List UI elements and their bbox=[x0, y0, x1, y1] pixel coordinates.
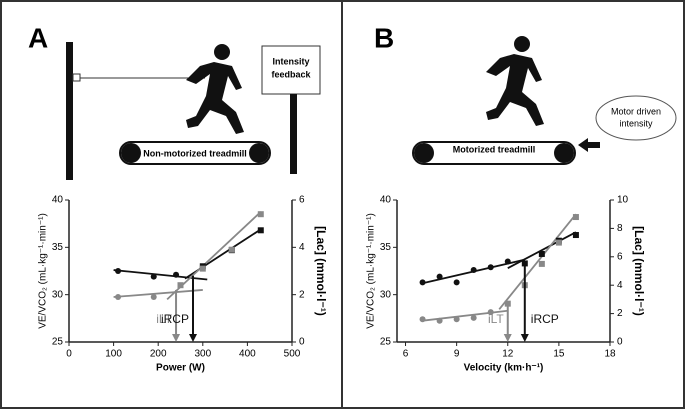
treadmill-label: Non-motorized treadmill bbox=[143, 148, 247, 158]
point bbox=[257, 211, 264, 218]
point bbox=[257, 227, 264, 234]
x-tick-label: 500 bbox=[284, 349, 301, 360]
x-tick-label: 6 bbox=[403, 349, 409, 360]
y2-tick-label: 10 bbox=[617, 195, 629, 206]
threshold-label: iRCP bbox=[531, 312, 559, 326]
threshold-label: iRCP bbox=[161, 312, 189, 326]
motor-text: intensity bbox=[619, 118, 653, 128]
point bbox=[555, 239, 562, 246]
y-tick-label: 30 bbox=[380, 289, 392, 300]
x-tick-label: 400 bbox=[239, 349, 256, 360]
arrow bbox=[578, 138, 600, 152]
point bbox=[504, 258, 511, 265]
x-tick-label: 100 bbox=[105, 349, 122, 360]
stand bbox=[290, 94, 297, 174]
y-axis-label: VE/VCO₂ (mL·kg⁻¹·min⁻¹) bbox=[38, 213, 49, 329]
runner bbox=[186, 44, 244, 134]
point bbox=[150, 294, 157, 301]
point bbox=[538, 260, 545, 267]
treadmill bbox=[412, 141, 576, 165]
x-tick-label: 200 bbox=[150, 349, 167, 360]
y-axis-label: VE/VCO₂ (mL·kg⁻¹·min⁻¹) bbox=[366, 213, 377, 329]
motor-bubble bbox=[595, 95, 677, 141]
y-tick-label: 35 bbox=[52, 242, 64, 253]
y2-tick-label: 6 bbox=[299, 195, 305, 206]
point bbox=[173, 271, 180, 278]
x-axis-label: Power (W) bbox=[156, 363, 205, 374]
point bbox=[177, 282, 184, 289]
panel-label: B bbox=[374, 22, 394, 53]
point bbox=[487, 264, 494, 271]
point bbox=[470, 267, 477, 274]
arrow-head bbox=[172, 334, 181, 342]
trend-line bbox=[498, 213, 577, 310]
point bbox=[538, 250, 545, 257]
feedback-text: feedback bbox=[271, 69, 311, 79]
point bbox=[436, 317, 443, 324]
x-axis-label: Velocity (km·h⁻¹) bbox=[464, 363, 544, 374]
roller bbox=[554, 143, 574, 163]
y2-axis-label: [Lac] (mmol·l⁻¹) bbox=[632, 226, 646, 316]
y2-tick-label: 4 bbox=[617, 280, 623, 291]
point bbox=[419, 316, 426, 323]
panel-label: A bbox=[28, 22, 48, 53]
treadmill bbox=[119, 141, 271, 165]
y2-tick-label: 4 bbox=[299, 242, 305, 253]
roller bbox=[121, 143, 141, 163]
feedback-box bbox=[261, 45, 321, 95]
threshold-label: iLT bbox=[156, 312, 172, 326]
roller bbox=[414, 143, 434, 163]
point bbox=[504, 300, 511, 307]
point bbox=[199, 265, 206, 272]
y2-tick-label: 6 bbox=[617, 251, 623, 262]
point bbox=[228, 246, 235, 253]
wall bbox=[66, 42, 73, 180]
x-tick-label: 12 bbox=[502, 349, 514, 360]
roller bbox=[249, 143, 269, 163]
point bbox=[453, 279, 460, 286]
treadmill-label: Motorized treadmill bbox=[453, 144, 536, 154]
motor-text: Motor driven bbox=[611, 106, 661, 116]
point bbox=[470, 314, 477, 321]
arrow-head bbox=[188, 334, 197, 342]
y-tick-label: 35 bbox=[380, 242, 392, 253]
y-tick-label: 30 bbox=[52, 289, 64, 300]
threshold-label: iLT bbox=[488, 312, 504, 326]
y2-tick-label: 2 bbox=[299, 289, 305, 300]
trend-line bbox=[113, 269, 208, 281]
x-tick-label: 300 bbox=[194, 349, 211, 360]
point bbox=[453, 316, 460, 323]
point bbox=[150, 273, 157, 280]
y-tick-label: 40 bbox=[52, 195, 64, 206]
y-tick-label: 25 bbox=[380, 337, 392, 348]
point bbox=[487, 309, 494, 316]
point bbox=[115, 268, 122, 274]
point bbox=[419, 279, 426, 286]
y2-tick-label: 2 bbox=[617, 308, 623, 319]
x-tick-label: 18 bbox=[604, 349, 616, 360]
point bbox=[436, 273, 443, 280]
runner bbox=[486, 36, 544, 126]
arrow-head bbox=[503, 334, 512, 342]
trend-line bbox=[113, 289, 203, 298]
y-tick-label: 25 bbox=[52, 337, 64, 348]
y2-tick-label: 8 bbox=[617, 223, 623, 234]
y-tick-label: 40 bbox=[380, 195, 392, 206]
point bbox=[115, 294, 122, 301]
y2-tick-label: 0 bbox=[299, 337, 305, 348]
arrow-head bbox=[520, 334, 529, 342]
x-tick-label: 0 bbox=[66, 349, 72, 360]
x-tick-label: 9 bbox=[454, 349, 460, 360]
point bbox=[572, 232, 579, 239]
x-tick-label: 15 bbox=[553, 349, 565, 360]
feedback-text: Intensity bbox=[272, 56, 309, 66]
trend-line bbox=[507, 231, 577, 269]
y2-axis-label: [Lac] (mmol·l⁻¹) bbox=[314, 226, 328, 316]
sensor bbox=[72, 73, 81, 82]
point bbox=[572, 214, 579, 221]
y2-tick-label: 0 bbox=[617, 337, 623, 348]
